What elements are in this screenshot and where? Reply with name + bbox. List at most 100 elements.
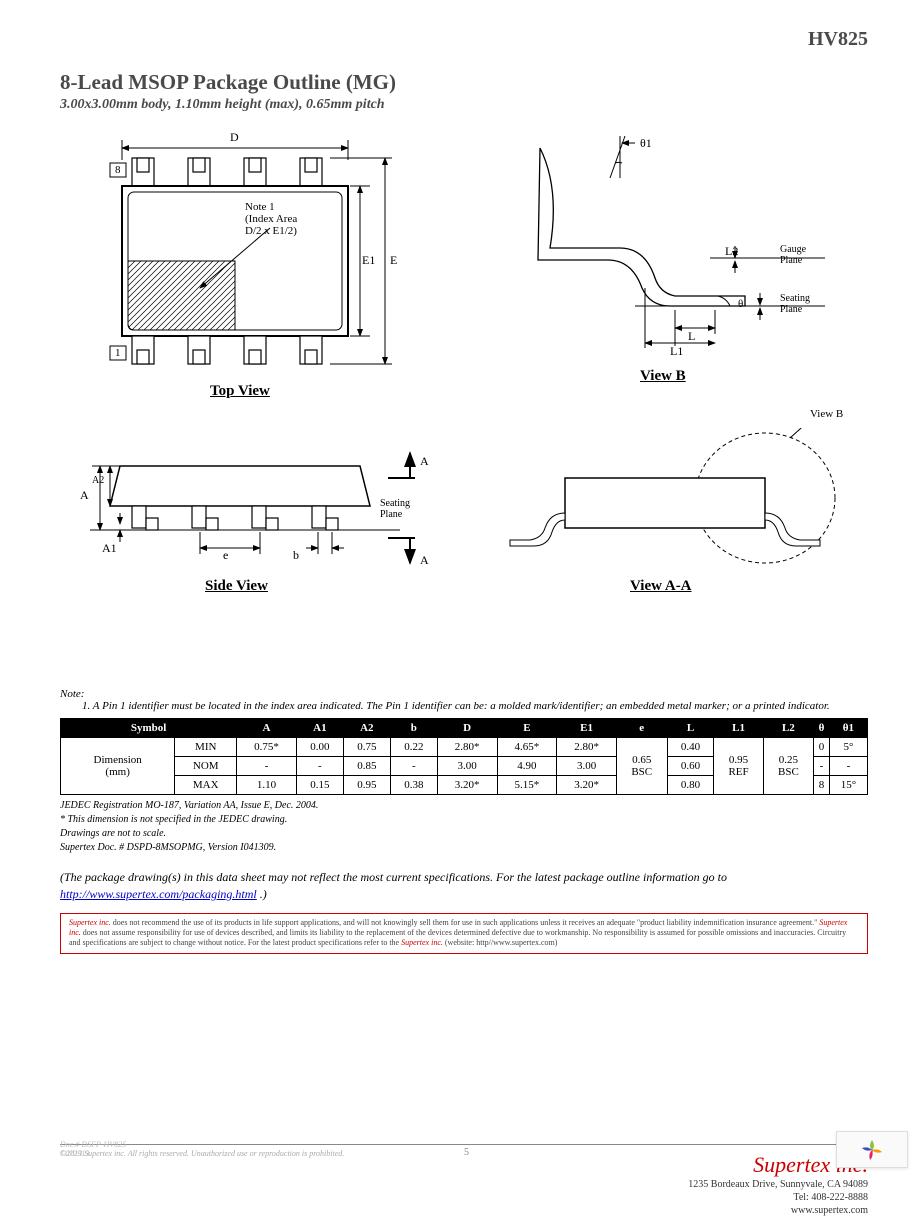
packaging-link[interactable]: http://www.supertex.com/packaging.html — [60, 887, 257, 901]
dim-a1: A1 — [102, 541, 117, 556]
note-1: 1. A Pin 1 identifier must be located in… — [82, 700, 868, 712]
doc-date: C072913 — [60, 1149, 126, 1158]
table-cell: - — [237, 757, 297, 776]
page-subtitle: 3.00x3.00mm body, 1.10mm height (max), 0… — [60, 97, 868, 113]
table-cell: 2.80* — [557, 738, 617, 757]
page-number: 5 — [464, 1147, 469, 1158]
footer: ©2013 Supertex inc. All rights reserved.… — [60, 1144, 868, 1158]
page-title: 8-Lead MSOP Package Outline (MG) — [60, 70, 868, 95]
view-aa-label: View A-A — [630, 578, 692, 595]
dim-l2: L2 — [725, 244, 738, 259]
table-cell: 3.00 — [437, 757, 497, 776]
row-key: NOM — [175, 757, 237, 776]
notes-section: Note: 1. A Pin 1 identifier must be loca… — [60, 688, 868, 954]
dim-l: L — [688, 329, 695, 344]
table-cell: - — [829, 757, 867, 776]
dim-l1: L1 — [670, 344, 683, 359]
viewb-callout: View B — [810, 408, 843, 420]
table-note: JEDEC Registration MO-187, Variation AA,… — [60, 799, 868, 813]
disc-t1: does not recommend the use of its produc… — [111, 918, 820, 927]
table-header: A2 — [343, 719, 390, 738]
table-header: θ1 — [829, 719, 867, 738]
nav-logo-icon — [860, 1138, 884, 1162]
table-cell: - — [296, 757, 343, 776]
table-cell: 0.95 REF — [714, 738, 763, 795]
table-header: θ — [814, 719, 830, 738]
table-cell: 4.65* — [497, 738, 557, 757]
table-cell: 0.85 — [343, 757, 390, 776]
view-b-label: View B — [640, 368, 686, 385]
table-header: E1 — [557, 719, 617, 738]
note-header: Note: — [60, 688, 868, 700]
table-cell: 0.15 — [296, 776, 343, 795]
dim-e: E — [390, 253, 397, 268]
table-cell: 8 — [814, 776, 830, 795]
table-cell: 0 — [814, 738, 830, 757]
table-cell: - — [814, 757, 830, 776]
package-note: (The package drawing(s) in this data she… — [60, 869, 868, 903]
table-row: Dimension (mm)MIN0.75*0.000.750.222.80*4… — [61, 738, 868, 757]
section-a-top: A — [420, 454, 429, 469]
table-cell: 3.00 — [557, 757, 617, 776]
table-header: A — [237, 719, 297, 738]
row-label: Dimension (mm) — [61, 738, 175, 795]
table-cell: 15° — [829, 776, 867, 795]
dim-a: A — [80, 488, 89, 503]
pin8-label: 8 — [115, 164, 121, 176]
table-header: b — [390, 719, 437, 738]
seating-label-b: Seating Plane — [780, 293, 810, 315]
table-header: A1 — [296, 719, 343, 738]
table-cell: 1.10 — [237, 776, 297, 795]
table-cell: 0.75* — [237, 738, 297, 757]
diagrams-area: D E1 E 8 1 Note 1 (Index Area D/2 x E1/2… — [60, 128, 868, 638]
gauge-label: Gauge Plane — [780, 244, 806, 266]
table-note: Supertex Doc. # DSPD-8MSOPMG, Version I0… — [60, 841, 868, 855]
company-addr3: www.supertex.com — [688, 1204, 868, 1217]
dim-e-pitch: e — [223, 548, 228, 563]
side-view-label: Side View — [205, 578, 268, 595]
part-number: HV825 — [808, 28, 868, 51]
table-cell: 0.95 — [343, 776, 390, 795]
table-header: E — [497, 719, 557, 738]
top-view-label: Top View — [210, 383, 270, 400]
table-cell: 0.75 — [343, 738, 390, 757]
disc-r1: Supertex inc. — [69, 918, 111, 927]
table-cell: 0.80 — [667, 776, 714, 795]
table-header: Symbol — [61, 719, 237, 738]
company-addr1: 1235 Bordeaux Drive, Sunnyvale, CA 94089 — [688, 1178, 868, 1191]
section-a-bot: A — [420, 553, 429, 568]
dim-b: b — [293, 548, 299, 563]
doc-number: Doc.# DSFP-HV825 — [60, 1140, 126, 1149]
dim-e1: E1 — [362, 253, 375, 268]
table-cell: 0.60 — [667, 757, 714, 776]
table-cell: 2.80* — [437, 738, 497, 757]
table-cell: 0.40 — [667, 738, 714, 757]
table-cell: - — [390, 757, 437, 776]
row-key: MIN — [175, 738, 237, 757]
pkg-note-post: .) — [260, 887, 267, 901]
table-note: Drawings are not to scale. — [60, 827, 868, 841]
pkg-note-pre: (The package drawing(s) in this data she… — [60, 870, 727, 884]
table-header: L — [667, 719, 714, 738]
dim-theta: θ — [738, 298, 743, 310]
pin1-label: 1 — [115, 347, 121, 359]
table-cell: 0.65 BSC — [616, 738, 667, 795]
row-key: MAX — [175, 776, 237, 795]
table-header: L2 — [763, 719, 814, 738]
table-cell: 4.90 — [497, 757, 557, 776]
disc-r3: Supertex inc. — [401, 938, 443, 947]
table-footnotes: JEDEC Registration MO-187, Variation AA,… — [60, 799, 868, 855]
disc-t3: (website: http//www.supertex.com) — [443, 938, 558, 947]
index-note: Note 1 (Index Area D/2 x E1/2) — [245, 201, 297, 237]
table-cell: 5.15* — [497, 776, 557, 795]
table-cell: 0.00 — [296, 738, 343, 757]
table-cell: 0.22 — [390, 738, 437, 757]
dimension-table: SymbolAA1A2bDEE1eLL1L2θθ1 Dimension (mm)… — [60, 718, 868, 795]
seating-label-side: Seating Plane — [380, 498, 410, 520]
table-header: D — [437, 719, 497, 738]
doc-info: Doc.# DSFP-HV825 C072913 — [60, 1140, 126, 1158]
table-cell: 3.20* — [437, 776, 497, 795]
table-note: * This dimension is not specified in the… — [60, 813, 868, 827]
table-cell: 5° — [829, 738, 867, 757]
nav-widget[interactable]: › — [836, 1131, 908, 1168]
